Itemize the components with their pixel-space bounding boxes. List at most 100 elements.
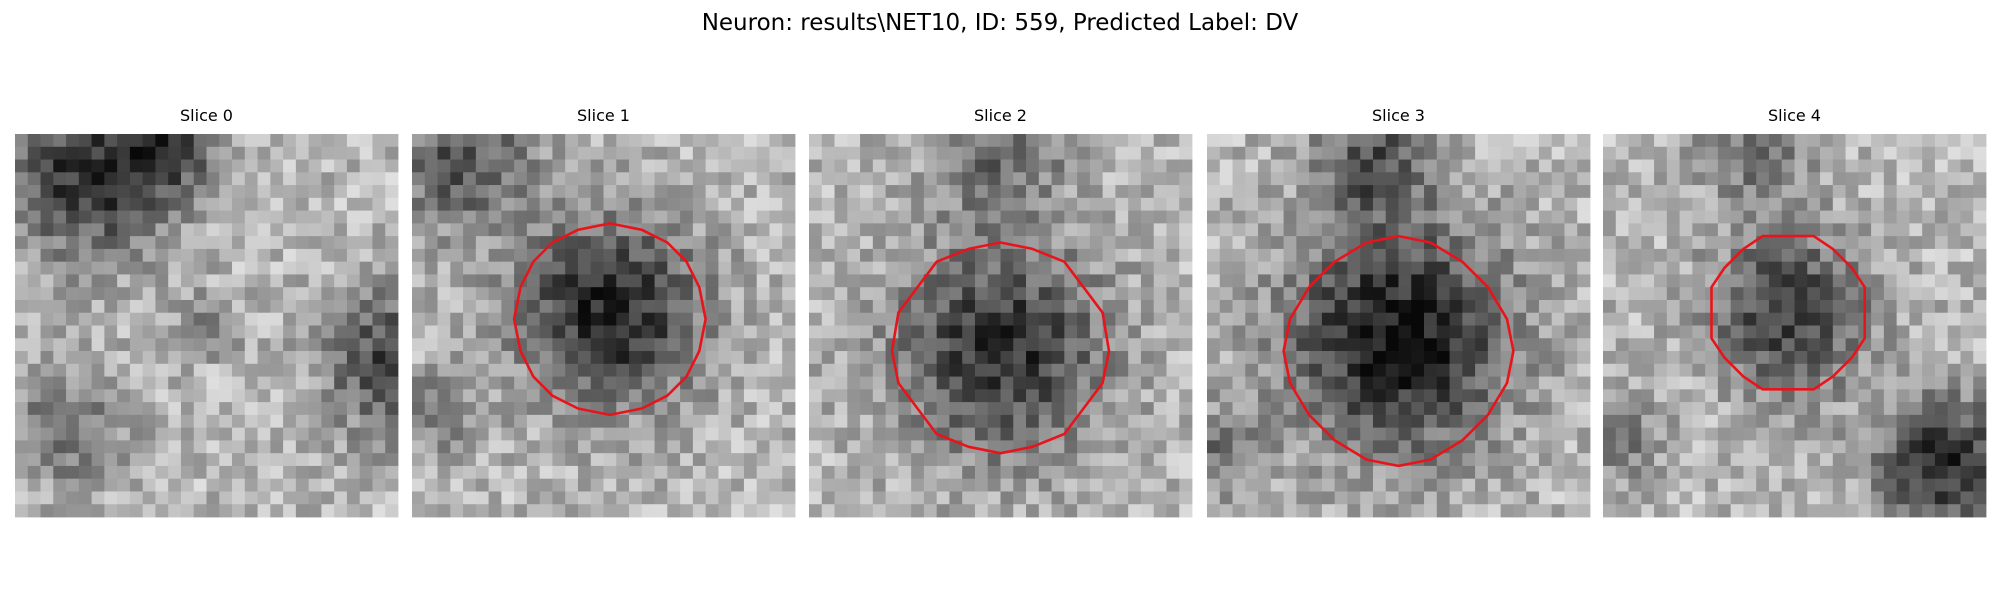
pixel xyxy=(1654,465,1668,480)
pixel xyxy=(53,414,67,429)
pixel xyxy=(1038,478,1052,492)
pixel xyxy=(552,185,566,199)
pixel xyxy=(1960,478,1974,492)
pixel xyxy=(1807,299,1821,314)
pixel xyxy=(885,236,899,250)
pixel xyxy=(308,248,322,263)
pixel xyxy=(1832,159,1846,173)
pixel xyxy=(27,465,41,480)
pixel xyxy=(385,172,399,186)
pixel xyxy=(308,299,322,314)
pixel xyxy=(155,427,169,441)
pixel xyxy=(1679,389,1693,403)
pixel xyxy=(872,504,886,518)
pixel xyxy=(1794,312,1808,326)
pixel xyxy=(1564,453,1578,467)
pixel xyxy=(334,402,348,416)
pixel xyxy=(1947,299,1961,314)
pixel xyxy=(1462,453,1476,467)
pixel xyxy=(756,312,770,326)
pixel xyxy=(1973,478,1987,492)
pixel xyxy=(78,491,92,505)
pixel xyxy=(769,248,783,263)
pixel xyxy=(705,440,719,454)
pixel xyxy=(1717,376,1732,390)
pixel xyxy=(603,478,617,492)
pixel xyxy=(1756,338,1770,352)
pixel xyxy=(104,312,118,326)
pixel xyxy=(1603,478,1617,492)
pixel xyxy=(590,274,604,288)
pixel xyxy=(1922,197,1936,211)
pixel xyxy=(1102,440,1116,454)
pixel xyxy=(283,210,297,224)
pixel xyxy=(1013,312,1027,326)
pixel xyxy=(1089,210,1104,224)
pixel xyxy=(1934,274,1949,288)
pixel xyxy=(1051,338,1065,352)
pixel xyxy=(168,414,182,429)
pixel xyxy=(1526,261,1540,275)
pixel xyxy=(437,248,451,263)
pixel xyxy=(359,338,373,352)
pixel xyxy=(1179,453,1193,467)
pixel xyxy=(1909,402,1923,416)
pixel xyxy=(1424,325,1438,339)
pixel xyxy=(1219,465,1233,480)
pixel xyxy=(1768,338,1783,352)
pixel xyxy=(424,236,438,250)
pixel xyxy=(1360,287,1374,301)
pixel xyxy=(1309,351,1323,365)
pixel xyxy=(475,287,489,301)
pixel xyxy=(1026,185,1040,199)
pixel xyxy=(1232,491,1246,505)
pixel xyxy=(1577,248,1591,263)
pixel xyxy=(1232,312,1246,326)
pixel xyxy=(295,312,310,326)
pixel xyxy=(1947,376,1961,390)
pixel xyxy=(834,236,848,250)
pixel xyxy=(372,159,386,173)
pixel xyxy=(1207,453,1221,467)
pixel xyxy=(1603,389,1617,403)
pixel xyxy=(1077,338,1091,352)
pixel xyxy=(424,210,438,224)
pixel xyxy=(1449,146,1463,160)
pixel xyxy=(1960,351,1974,365)
pixel xyxy=(641,491,655,505)
pixel xyxy=(987,185,1001,199)
pixel xyxy=(590,210,604,224)
pixel xyxy=(641,197,655,211)
pixel xyxy=(1102,146,1116,160)
pixel xyxy=(385,223,399,237)
pixel xyxy=(1513,287,1527,301)
pixel xyxy=(1424,248,1438,263)
pixel xyxy=(1500,172,1514,186)
pixel xyxy=(1743,414,1757,429)
pixel xyxy=(270,236,284,250)
pixel xyxy=(437,197,451,211)
pixel xyxy=(641,338,655,352)
pixel xyxy=(1858,159,1872,173)
pixel xyxy=(1051,197,1065,211)
pixel xyxy=(872,248,886,263)
pixel xyxy=(488,376,502,390)
pixel xyxy=(1296,159,1310,173)
pixel xyxy=(1026,363,1040,377)
pixel xyxy=(1232,478,1246,492)
pixel xyxy=(885,287,899,301)
pixel xyxy=(501,453,515,467)
pixel xyxy=(718,325,732,339)
pixel xyxy=(1654,376,1668,390)
pixel xyxy=(155,312,169,326)
pixel xyxy=(1153,414,1167,429)
pixel xyxy=(1603,376,1617,390)
pixel xyxy=(232,146,246,160)
pixel xyxy=(809,312,823,326)
pixel xyxy=(270,248,284,263)
pixel xyxy=(1564,236,1578,250)
pixel xyxy=(117,351,131,365)
pixel xyxy=(257,338,271,352)
pixel xyxy=(911,223,925,237)
pixel xyxy=(1883,172,1898,186)
